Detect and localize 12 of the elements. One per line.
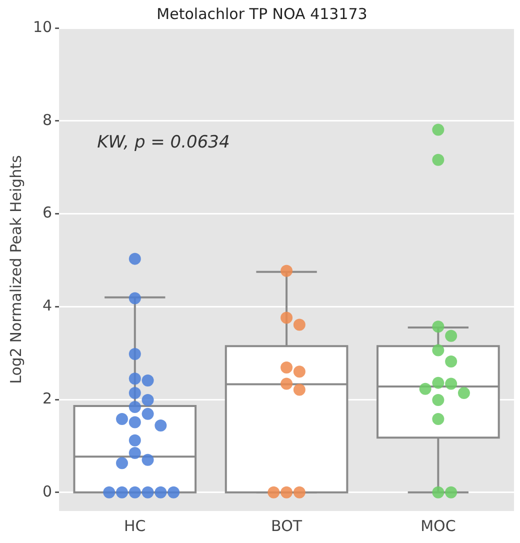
y-axis-title: Log2 Normalized Peak Heights [6,154,25,384]
y-tick-label: 2 [42,389,52,408]
x-tick-label: HC [124,516,146,535]
chart-title: Metolachlor TP NOA 413173 [156,4,368,23]
y-tick-label: 10 [32,18,52,36]
x-tick-label: MOC [420,516,456,535]
y-tick-label: 8 [42,110,52,129]
annotation: KW, p = 0.0634 [97,132,230,152]
x-tick-label: BOT [271,516,303,535]
y-tick-label: 0 [42,482,52,500]
y-tick-label: 4 [42,296,52,315]
y-tick-label: 6 [42,204,52,222]
